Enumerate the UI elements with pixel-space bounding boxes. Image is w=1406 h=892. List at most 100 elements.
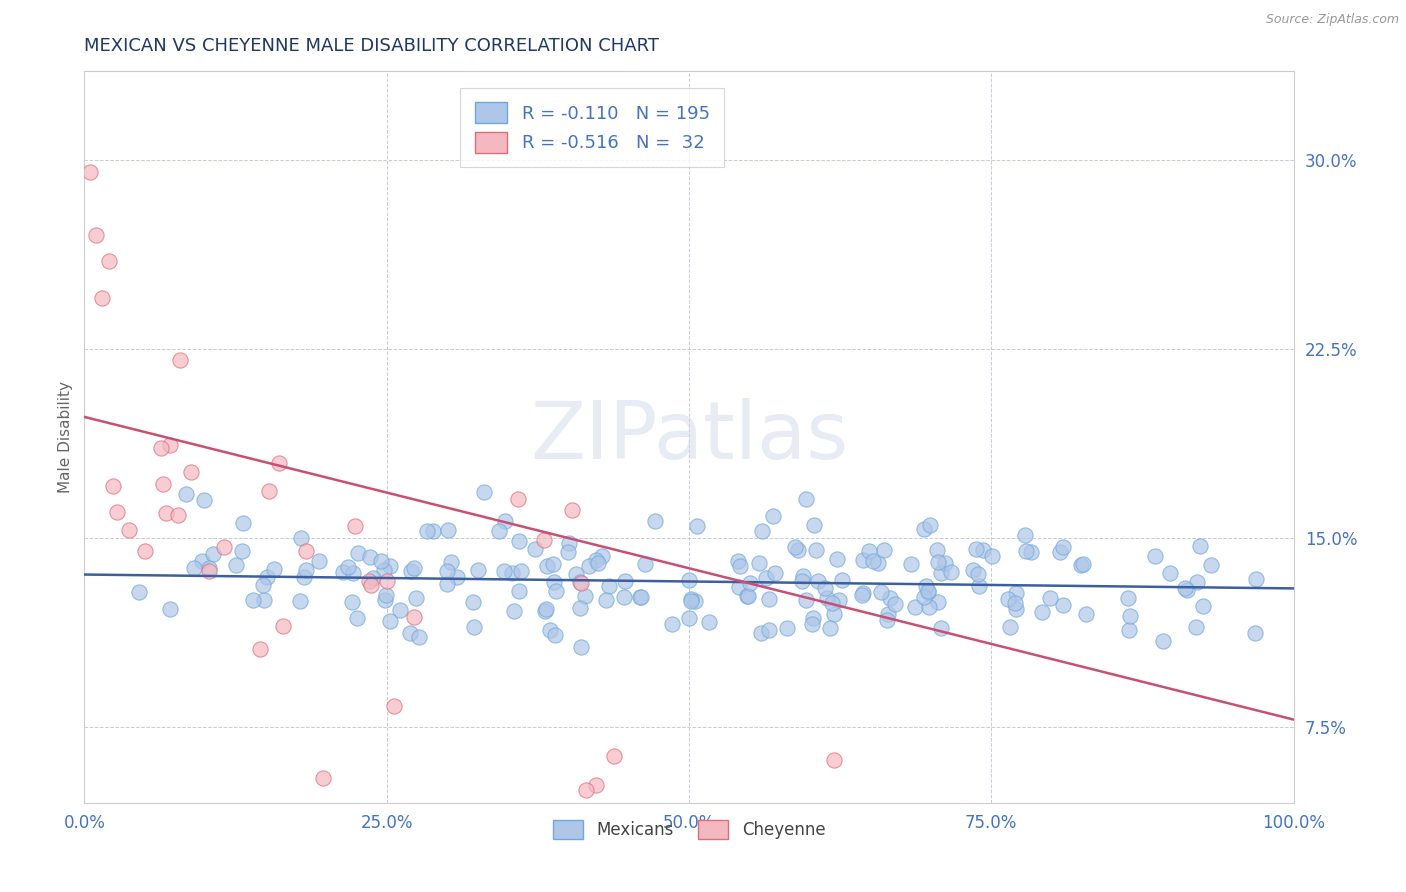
Point <box>405 591 427 605</box>
Point <box>858 544 880 558</box>
Point <box>342 566 364 581</box>
Point <box>1070 558 1092 573</box>
Point <box>292 570 315 584</box>
Point <box>1118 624 1140 638</box>
Point <box>152 477 174 491</box>
Point <box>749 625 772 640</box>
Point <box>972 543 994 558</box>
Point <box>806 543 828 558</box>
Point <box>536 559 558 574</box>
Point <box>862 554 884 568</box>
Point <box>440 555 463 569</box>
Point <box>408 630 430 644</box>
Point <box>374 592 396 607</box>
Point <box>359 550 381 565</box>
Point <box>167 508 190 523</box>
Point <box>1116 591 1139 606</box>
Point <box>422 524 444 539</box>
Point <box>399 564 422 578</box>
Point <box>463 620 485 634</box>
Point <box>128 585 150 599</box>
Point <box>918 518 941 533</box>
Point <box>174 487 197 501</box>
Point <box>488 524 510 538</box>
Point <box>585 778 607 792</box>
Point <box>852 586 875 600</box>
Point <box>1244 572 1267 586</box>
Point <box>343 518 366 533</box>
Point <box>873 542 896 557</box>
Point <box>252 578 274 592</box>
Point <box>159 438 181 452</box>
Point <box>312 771 335 785</box>
Point <box>900 557 922 571</box>
Point <box>1143 549 1166 563</box>
Point <box>506 491 529 506</box>
Point <box>1014 527 1036 541</box>
Text: ZIPatlas: ZIPatlas <box>530 398 848 476</box>
Point <box>373 563 395 577</box>
Point <box>294 544 316 558</box>
Point <box>375 574 398 588</box>
Point <box>169 352 191 367</box>
Point <box>1005 601 1028 615</box>
Point <box>727 554 749 568</box>
Point <box>917 585 939 599</box>
Point <box>939 565 962 579</box>
Point <box>541 557 564 571</box>
Point <box>107 505 129 519</box>
Point <box>877 607 900 622</box>
Point <box>613 590 636 604</box>
Point <box>568 574 591 589</box>
Point <box>508 534 530 549</box>
Point <box>758 623 780 637</box>
Point <box>678 610 700 624</box>
Point <box>558 536 581 550</box>
Point <box>1199 558 1222 572</box>
Point <box>437 523 460 537</box>
Point <box>801 610 824 624</box>
Point <box>828 592 851 607</box>
Point <box>256 570 278 584</box>
Point <box>446 570 468 584</box>
Point <box>374 588 396 602</box>
Point <box>565 566 588 581</box>
Point <box>825 552 848 566</box>
Point <box>359 574 381 589</box>
Point <box>683 594 706 608</box>
Point <box>751 524 773 539</box>
Point <box>253 592 276 607</box>
Point <box>159 602 181 616</box>
Point <box>870 585 893 599</box>
Point <box>831 573 853 587</box>
Point <box>79 165 101 179</box>
Point <box>416 524 439 538</box>
Point <box>1031 606 1053 620</box>
Point <box>884 597 907 611</box>
Point <box>904 599 927 614</box>
Point <box>198 564 221 578</box>
Point <box>382 698 405 713</box>
Point <box>543 575 565 590</box>
Point <box>378 614 401 628</box>
Point <box>361 571 384 585</box>
Text: Source: ZipAtlas.com: Source: ZipAtlas.com <box>1265 13 1399 27</box>
Point <box>436 564 458 578</box>
Point <box>508 583 530 598</box>
Point <box>474 485 496 500</box>
Point <box>866 556 889 570</box>
Point <box>588 556 610 570</box>
Point <box>815 591 838 605</box>
Point <box>533 604 555 618</box>
Point <box>823 753 845 767</box>
Point <box>360 578 382 592</box>
Point <box>927 555 949 569</box>
Point <box>661 617 683 632</box>
Point <box>378 559 401 574</box>
Point <box>807 574 830 589</box>
Point <box>1175 583 1198 598</box>
Point <box>980 549 1002 563</box>
Point <box>190 554 212 568</box>
Point <box>86 228 108 243</box>
Point <box>332 566 354 580</box>
